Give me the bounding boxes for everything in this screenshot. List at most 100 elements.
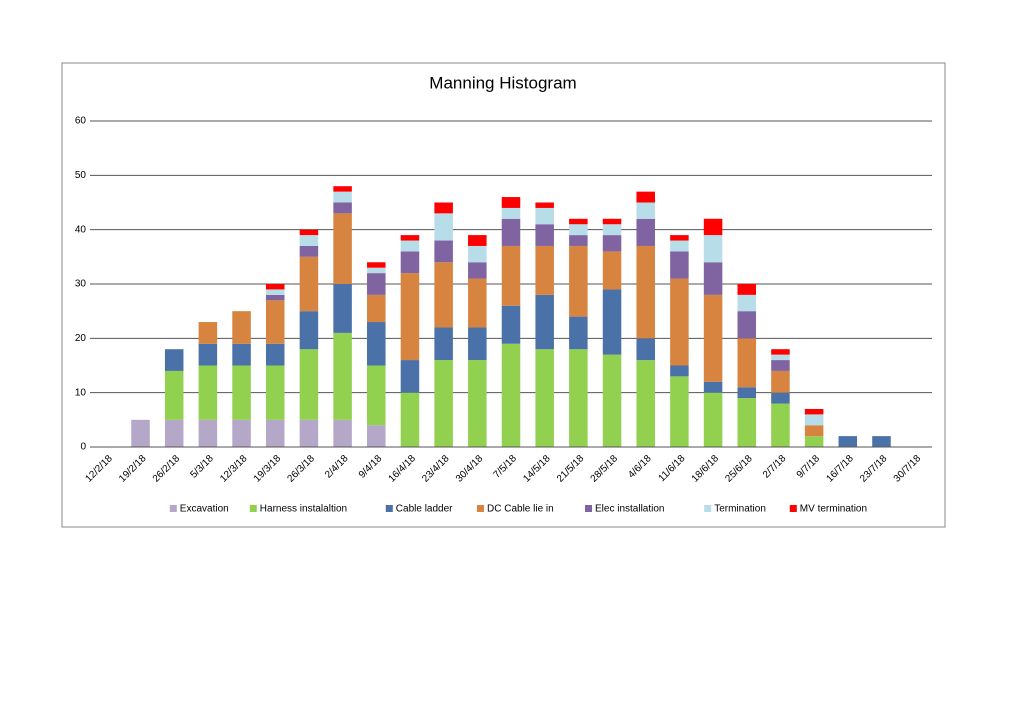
legend-label: Cable ladder <box>396 504 453 515</box>
bar-segment <box>501 207 521 219</box>
bar-segment <box>265 343 285 366</box>
bar-segment <box>670 376 689 447</box>
bar-segment <box>265 284 285 290</box>
legend-swatch <box>169 505 177 512</box>
y-tick-label: 60 <box>75 116 87 127</box>
bar-segment <box>164 419 184 447</box>
bar-segment <box>771 403 790 447</box>
bar-segment <box>670 235 689 241</box>
bar-segment <box>501 197 521 208</box>
bar-segment <box>872 436 891 447</box>
bar-segment <box>602 235 622 252</box>
bar-segment <box>771 354 790 361</box>
bar-segment <box>501 245 521 306</box>
bar-segment <box>434 213 453 241</box>
chart-title: Manning Histogram <box>429 73 576 92</box>
legend-swatch <box>385 505 393 512</box>
bar-segment <box>771 360 790 371</box>
bar-segment <box>468 327 487 361</box>
bar-segment <box>198 343 218 366</box>
y-tick-label: 30 <box>75 279 87 290</box>
bar-segment <box>670 365 689 377</box>
bar-segment <box>434 327 453 361</box>
bar-segment <box>468 262 487 279</box>
bar-segment <box>703 218 723 236</box>
legend-label: MV termination <box>800 504 867 515</box>
bar-segment <box>670 240 689 252</box>
y-tick-label: 50 <box>75 170 87 181</box>
bar-segment <box>670 251 689 279</box>
bar-segment <box>333 332 352 420</box>
bar-segment <box>535 245 554 295</box>
bar-segment <box>367 365 386 426</box>
bar-segment <box>299 349 319 420</box>
bar-segment <box>265 419 285 447</box>
bar-segment <box>535 349 554 447</box>
legend-label: Elec installation <box>595 504 664 515</box>
bar-segment <box>164 370 184 420</box>
bar-segment <box>131 419 150 447</box>
legend-label: Harness instalaltion <box>260 504 347 515</box>
bar-segment <box>737 387 757 399</box>
bar-segment <box>299 419 319 447</box>
bar-segment <box>535 224 554 246</box>
bar-segment <box>400 273 420 361</box>
bar-segment <box>737 338 757 388</box>
bar-segment <box>299 256 319 312</box>
bar-segment <box>804 408 824 415</box>
bar-segment <box>265 294 285 301</box>
bar-segment <box>636 360 655 447</box>
bar-segment <box>299 235 319 246</box>
bar-segment <box>198 365 218 420</box>
bar-segment <box>569 316 588 350</box>
y-tick-label: 20 <box>75 333 87 344</box>
bar-segment <box>299 245 319 257</box>
bar-segment <box>670 278 689 366</box>
bar-segment <box>602 354 622 447</box>
bar-segment <box>838 436 858 447</box>
bar-segment <box>636 191 655 203</box>
bar-segment <box>299 229 319 236</box>
bar-segment <box>434 262 453 328</box>
bar-segment <box>265 289 285 295</box>
bar-segment <box>569 349 588 447</box>
bar-segment <box>737 311 757 339</box>
bar-segment <box>400 235 420 241</box>
legend-label: DC Cable lie in <box>487 504 554 515</box>
bar-segment <box>602 224 622 236</box>
bar-segment <box>703 235 723 263</box>
bar-segment <box>232 343 251 366</box>
bar-segment <box>333 213 352 284</box>
y-tick-label: 10 <box>75 387 87 398</box>
bar-segment <box>367 322 386 366</box>
bar-segment <box>602 289 622 355</box>
bar-segment <box>804 414 824 426</box>
bar-segment <box>703 262 723 295</box>
bar-segment <box>737 284 757 295</box>
bar-segment <box>299 311 319 350</box>
bar-segment <box>367 267 386 274</box>
legend-swatch <box>585 505 592 512</box>
bar-segment <box>737 398 757 447</box>
bar-segment <box>164 349 184 371</box>
bar-segment <box>636 338 655 361</box>
bar-segment <box>703 381 723 393</box>
bar-segment <box>535 207 554 225</box>
bar-segment <box>636 202 655 219</box>
bar-segment <box>569 224 588 236</box>
bar-segment <box>265 365 285 420</box>
bar-segment <box>265 300 285 344</box>
bar-segment <box>636 218 655 246</box>
bar-segment <box>602 218 622 225</box>
bar-segment <box>569 245 588 317</box>
bar-segment <box>333 419 352 447</box>
legend-swatch <box>789 505 797 512</box>
legend-label: Excavation <box>180 504 229 515</box>
bar-segment <box>535 294 554 350</box>
bar-segment <box>367 425 386 447</box>
bar-segment <box>400 360 420 393</box>
bar-segment <box>333 186 352 192</box>
bar-segment <box>804 425 824 437</box>
bar-segment <box>367 294 386 323</box>
